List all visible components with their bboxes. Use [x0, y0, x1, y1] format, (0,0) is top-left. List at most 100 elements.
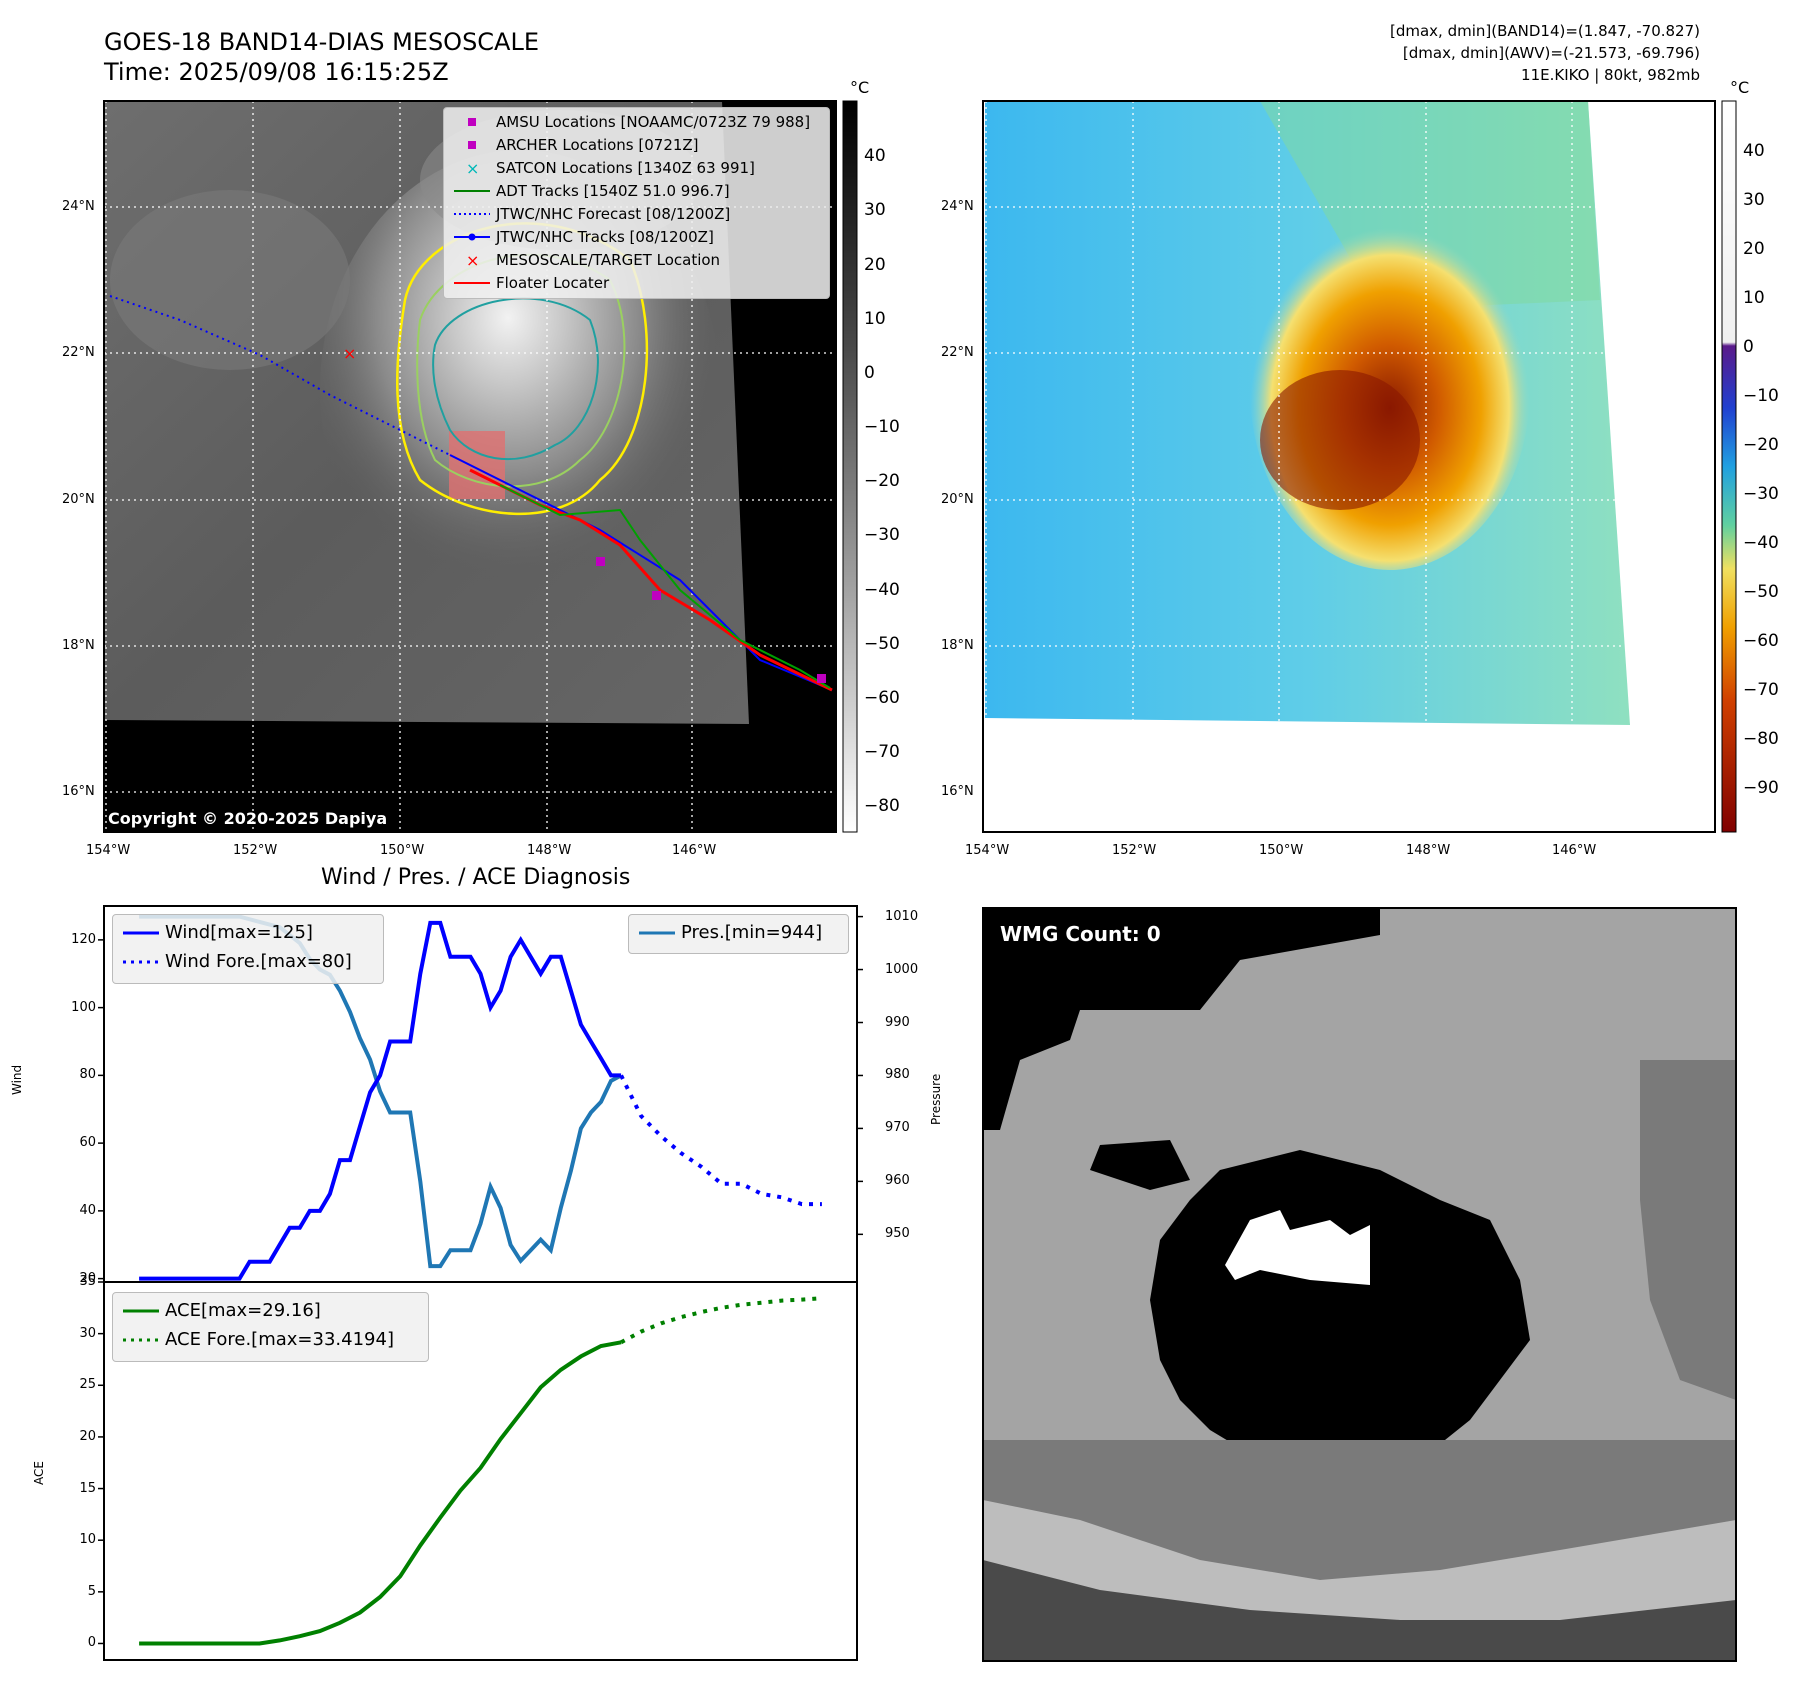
- ir-colorbar-tick: 40: [864, 146, 886, 166]
- wind-y-tick: 40: [79, 1202, 96, 1218]
- awv-lat-tick: 24°N: [941, 199, 974, 214]
- band14-range: [dmax, dmin](BAND14)=(1.847, -70.827): [1389, 22, 1700, 40]
- awv-colorbar-tick: −30: [1743, 484, 1779, 504]
- ir-lon-tick: 150°W: [380, 843, 425, 858]
- awv-colorbar-tick: −10: [1743, 386, 1779, 406]
- pressure-y-tick: 1010: [885, 908, 919, 924]
- ir-lon-tick: 148°W: [527, 843, 572, 858]
- best-track: [449, 454, 833, 691]
- adt-track: [499, 484, 831, 689]
- awv-colorbar-tick: −50: [1743, 582, 1779, 602]
- ace-forecast-series-line: [620, 1296, 823, 1345]
- ace-series-line: [139, 1340, 622, 1646]
- ir-lat-tick: 18°N: [62, 638, 95, 653]
- ir-colorbar-tick: −20: [864, 471, 900, 491]
- ir-colorbar-tick: −70: [864, 742, 900, 762]
- svg-text:×: ×: [466, 159, 479, 178]
- ace-y-tick: 0: [87, 1635, 96, 1651]
- pressure-legend: Pres.[min=944]: [628, 914, 849, 954]
- ir-lat-tick: 24°N: [62, 199, 95, 214]
- wind-series-line: [139, 920, 622, 1281]
- diagnosis-chart-title: Wind / Pres. / ACE Diagnosis: [321, 865, 631, 890]
- ir-colorbar-tick: −30: [864, 525, 900, 545]
- ir-lat-tick: 20°N: [62, 492, 95, 507]
- ir-colorbar-tick: −80: [864, 796, 900, 816]
- ir-lon-tick: 152°W: [233, 843, 278, 858]
- ir-colorbar: [842, 100, 858, 833]
- awv-colorbar-tick: 10: [1743, 288, 1765, 308]
- awv-lat-tick: 20°N: [941, 492, 974, 507]
- awv-lon-tick: 146°W: [1552, 843, 1597, 858]
- ir-colorbar-tick: 10: [864, 309, 886, 329]
- pressure-y-tick: 1000: [885, 961, 919, 977]
- storm-info: 11E.KIKO | 80kt, 982mb: [1521, 66, 1700, 84]
- ir-colorbar-unit: °C: [850, 78, 870, 97]
- awv-colorbar-tick: −70: [1743, 680, 1779, 700]
- target-box: [449, 431, 505, 499]
- awv-lat-tick: 18°N: [941, 638, 974, 653]
- wind-y-tick: 60: [79, 1135, 96, 1151]
- awv-lon-tick: 154°W: [965, 843, 1010, 858]
- ace-plot-frame: [103, 1281, 858, 1661]
- awv-colorbar-unit: °C: [1730, 78, 1750, 97]
- ace-legend: ACE[max=29.16] ACE Fore.[max=33.4194]: [112, 1292, 429, 1362]
- svg-text:×: ×: [466, 251, 479, 270]
- ir-colorbar-tick: 30: [864, 200, 886, 220]
- awv-lon-tick: 152°W: [1112, 843, 1157, 858]
- ace-y-tick: 10: [79, 1532, 96, 1548]
- awv-colorbar-tick: −90: [1743, 778, 1779, 798]
- awv-lat-tick: 22°N: [941, 345, 974, 360]
- target-marker: ×: [343, 344, 356, 363]
- awv-lat-tick: 16°N: [941, 784, 974, 799]
- wind-y-tick: 80: [79, 1067, 96, 1083]
- ace-y-tick: 15: [79, 1480, 96, 1496]
- awv-colorbar-tick: 30: [1743, 190, 1765, 210]
- ace-y-tick: 35: [79, 1274, 96, 1289]
- ir-colorbar-tick: 0: [864, 363, 875, 383]
- ir-colorbar-tick: −50: [864, 634, 900, 654]
- ace-y-tick: 25: [79, 1377, 96, 1393]
- wind-legend: Wind[max=125] Wind Fore.[max=80]: [112, 914, 384, 984]
- figure-title: GOES-18 BAND14-DIAS MESOSCALE: [104, 28, 540, 56]
- wind-y-tick: 120: [71, 931, 96, 947]
- wind-y-tick: 20: [79, 1270, 96, 1286]
- awv-colorbar-tick: 0: [1743, 337, 1754, 357]
- awv-lon-tick: 150°W: [1259, 843, 1304, 858]
- pressure-y-tick: 990: [885, 1014, 910, 1030]
- forecast-track: [109, 295, 451, 456]
- ir-colorbar-tick: −60: [864, 688, 900, 708]
- ir-lon-tick: 154°W: [86, 843, 131, 858]
- awv-colorbar: [1721, 100, 1737, 833]
- ir-lat-tick: 22°N: [62, 345, 95, 360]
- wind-forecast-series-line: [619, 1074, 822, 1207]
- wind-y-tick: 100: [71, 999, 96, 1015]
- awv-colorbar-tick: −60: [1743, 631, 1779, 651]
- pressure-y-tick: 960: [885, 1173, 910, 1189]
- awv-colorbar-tick: 20: [1743, 239, 1765, 259]
- pressure-y-tick: 980: [885, 1067, 910, 1083]
- ace-y-tick: 5: [87, 1583, 96, 1599]
- awv-colorbar-tick: −80: [1743, 729, 1779, 749]
- ir-lat-tick: 16°N: [62, 784, 95, 799]
- pressure-y-tick: 950: [885, 1226, 910, 1242]
- awv-colorbar-tick: 40: [1743, 141, 1765, 161]
- ir-colorbar-tick: 20: [864, 255, 886, 275]
- copyright-label: Copyright © 2020-2025 Dapiya: [108, 809, 388, 828]
- awv-grid: [983, 101, 1715, 832]
- figure-time: Time: 2025/09/08 16:15:25Z: [104, 58, 449, 86]
- ir-colorbar-tick: −10: [864, 417, 900, 437]
- awv-colorbar-tick: −40: [1743, 533, 1779, 553]
- ace-y-tick: 20: [79, 1428, 96, 1444]
- awv-colorbar-tick: −20: [1743, 435, 1779, 455]
- ir-colorbar-tick: −40: [864, 580, 900, 600]
- wmg-count-label: WMG Count: 0: [1000, 922, 1161, 946]
- amsu-markers: [596, 557, 826, 683]
- ir-lon-tick: 146°W: [672, 843, 717, 858]
- awv-lon-tick: 148°W: [1406, 843, 1451, 858]
- awv-range: [dmax, dmin](AWV)=(-21.573, -69.796): [1402, 44, 1700, 62]
- pressure-y-tick: 970: [885, 1120, 910, 1136]
- ace-y-tick: 30: [79, 1325, 96, 1341]
